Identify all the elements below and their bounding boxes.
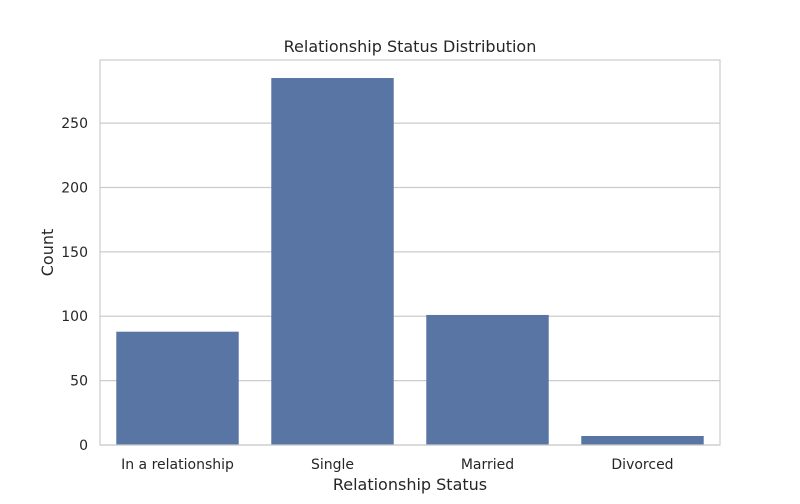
- bar-divorced: [581, 435, 704, 445]
- y-tick-labels: 0 50 100 150 200 250: [61, 116, 88, 454]
- x-tick-label: Married: [461, 457, 514, 473]
- chart-title: Relationship Status Distribution: [284, 37, 537, 56]
- bars: [116, 78, 704, 445]
- y-axis-label: Count: [38, 229, 57, 277]
- bar-in-a-relationship: [116, 331, 239, 445]
- y-tick-label: 50: [70, 374, 88, 390]
- x-tick-labels: In a relationship Single Married Divorced: [121, 457, 673, 473]
- y-tick-label: 250: [61, 116, 88, 132]
- x-tick-label: In a relationship: [121, 457, 234, 473]
- bar-married: [426, 314, 549, 445]
- y-tick-label: 150: [61, 245, 88, 261]
- y-tick-label: 100: [61, 309, 88, 325]
- y-tick-label: 200: [61, 180, 88, 196]
- x-tick-label: Single: [311, 457, 354, 473]
- x-axis-label: Relationship Status: [333, 475, 487, 494]
- x-tick-label: Divorced: [611, 457, 673, 473]
- plot-frame: [99, 59, 721, 446]
- bar-single: [271, 78, 394, 445]
- y-tick-label: 0: [79, 438, 88, 454]
